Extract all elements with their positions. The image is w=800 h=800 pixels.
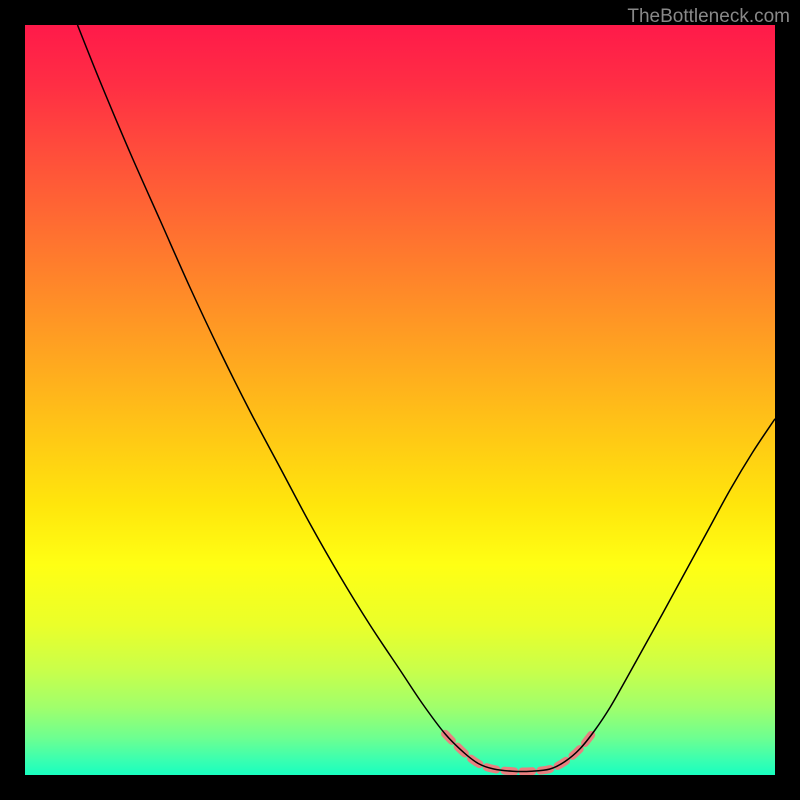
bottleneck-curve-chart bbox=[25, 25, 775, 775]
chart-svg bbox=[25, 25, 775, 775]
chart-background bbox=[25, 25, 775, 775]
watermark-text: TheBottleneck.com bbox=[627, 6, 790, 28]
